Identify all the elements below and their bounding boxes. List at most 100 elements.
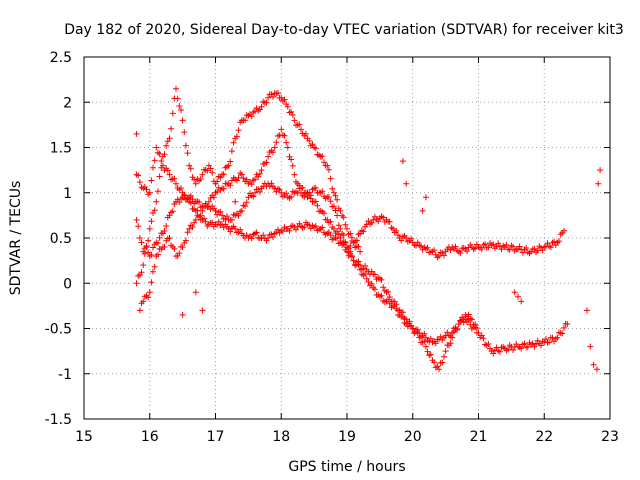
data-point-isolated [587, 343, 594, 350]
data-point-track-b [150, 164, 156, 171]
data-point-isolated [419, 207, 426, 214]
data-point-track-d [298, 126, 304, 133]
data-point-track-a [485, 244, 492, 251]
data-point-isolated [593, 366, 600, 373]
data-point-track-a [424, 244, 431, 251]
data-point-track-a [250, 193, 257, 200]
data-point-track-b [427, 335, 434, 342]
data-point-track-b [524, 343, 531, 350]
data-point-track-b [490, 350, 497, 357]
data-point-track-b [325, 229, 332, 236]
data-points [133, 85, 604, 373]
data-point-track-d [192, 180, 199, 187]
y-tick-label: 0.5 [50, 231, 72, 247]
data-point-track-b [564, 321, 571, 327]
data-point-track-c [189, 224, 196, 230]
data-point-track-d [350, 239, 357, 246]
data-point-track-d [327, 175, 334, 182]
data-point-track-a [135, 223, 142, 230]
data-point-isolated [179, 311, 186, 318]
data-point-isolated [399, 158, 406, 165]
data-point-track-d [355, 243, 362, 250]
x-tick-label: 22 [535, 429, 553, 445]
data-point-track-d [263, 99, 270, 106]
gridlines [84, 57, 610, 419]
data-point-track-d [321, 159, 327, 166]
data-point-track-c [145, 294, 152, 301]
data-point-track-c [385, 288, 392, 295]
data-point-track-c [265, 153, 272, 160]
chart-title: Day 182 of 2020, Sidereal Day-to-day VTE… [64, 22, 624, 38]
data-point-track-c [340, 232, 347, 239]
data-point-track-d [158, 164, 165, 171]
data-point-track-a [156, 234, 163, 241]
data-point-track-c [468, 316, 475, 323]
data-point-track-c [204, 203, 211, 210]
data-point-track-b [260, 232, 267, 239]
data-point-track-d [324, 162, 331, 169]
data-point-track-a [360, 228, 367, 235]
data-point-track-c [330, 203, 337, 210]
data-point-isolated [403, 180, 410, 187]
data-point-track-c [238, 171, 245, 178]
data-point-track-c [414, 330, 421, 337]
data-point-track-c [248, 181, 255, 188]
data-point-track-a [556, 238, 562, 245]
data-point-track-c [421, 338, 428, 345]
data-point-track-d [319, 153, 326, 160]
data-point-track-c [161, 244, 168, 250]
data-point-isolated [422, 194, 429, 201]
data-point-track-c [184, 229, 191, 236]
data-point-track-a [196, 199, 203, 206]
data-point-track-b [279, 228, 286, 235]
data-point-track-b [135, 172, 142, 179]
data-point-track-d [284, 103, 291, 110]
data-point-track-c [205, 198, 212, 205]
data-point-track-d [166, 135, 173, 142]
data-point-track-c [146, 289, 153, 296]
data-point-track-a [441, 252, 447, 259]
data-point-track-a [457, 250, 464, 256]
data-point-track-a [212, 207, 219, 214]
data-point-track-c [182, 237, 189, 244]
data-point-track-d [291, 117, 298, 124]
data-point-track-d [148, 218, 155, 225]
y-tick-label: 0 [63, 276, 72, 292]
data-point-track-c [455, 321, 462, 327]
data-point-track-a [403, 235, 410, 241]
data-point-track-b [270, 234, 276, 241]
data-point-track-d [312, 145, 319, 152]
data-point-track-c [214, 188, 221, 195]
data-point-track-a [235, 212, 242, 219]
data-point-track-c [176, 250, 183, 257]
data-point-track-b [151, 157, 158, 164]
data-point-track-d [163, 142, 170, 149]
data-point-track-a [357, 230, 364, 237]
data-point-track-c [337, 225, 344, 232]
data-point-track-c [447, 340, 454, 347]
data-point-track-b [184, 195, 191, 202]
data-point-track-c [347, 248, 354, 255]
x-tick-label: 18 [272, 429, 290, 445]
data-point-track-a [539, 247, 546, 254]
data-point-track-d [153, 198, 160, 205]
data-point-track-d [187, 165, 194, 172]
data-point-track-b [312, 223, 319, 230]
data-point-track-b [334, 235, 341, 242]
data-point-track-b [554, 334, 561, 341]
data-point-track-d [182, 142, 189, 149]
data-point-track-d [140, 262, 147, 269]
data-point-track-b [209, 219, 216, 226]
data-point-track-a [238, 207, 245, 214]
data-point-track-d [214, 178, 221, 185]
data-point-isolated [199, 307, 206, 314]
data-point-track-b [215, 218, 222, 225]
data-point-track-c [252, 176, 258, 183]
data-point-track-a [531, 245, 538, 252]
data-point-track-a [314, 202, 321, 209]
data-point-track-a [271, 185, 278, 192]
x-tick-labels: 15 16 17 18 19 20 21 22 23 [75, 429, 619, 445]
x-tick-label: 15 [75, 429, 93, 445]
data-point-track-c [348, 252, 355, 259]
data-point-track-d [191, 176, 198, 183]
